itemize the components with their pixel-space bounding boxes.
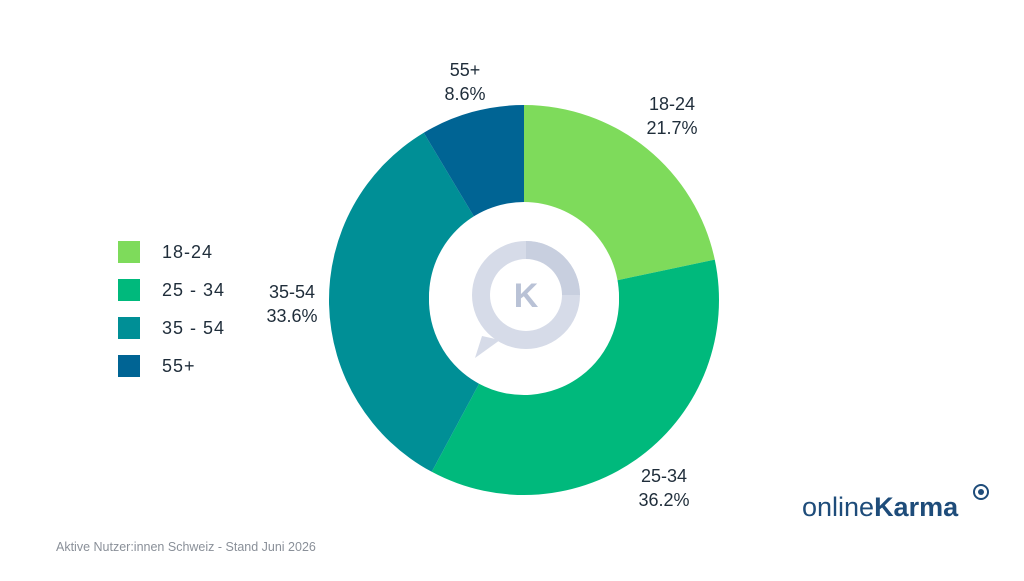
legend-swatch-25-34	[118, 279, 140, 301]
slice-value-label: 21.7%	[646, 118, 697, 138]
svg-text:K: K	[514, 277, 539, 315]
slice-category-label: 25-34	[641, 466, 687, 486]
slice-25-34	[431, 259, 720, 496]
chat-bubble-k-icon: K	[429, 202, 619, 392]
legend-label: 55+	[162, 355, 196, 376]
brand-suffix: Karma	[874, 492, 959, 522]
slice-value-label: 8.6%	[444, 84, 485, 104]
legend-item-35-54: 35 - 54	[118, 316, 225, 340]
legend-swatch-55-plus	[118, 355, 140, 377]
slice-category-label: 18-24	[649, 94, 695, 114]
legend-item-55-plus: 55+	[118, 354, 225, 378]
legend-item-18-24: 18-24	[118, 240, 225, 264]
slice-55-plus	[423, 105, 524, 219]
brand-dot-icon	[973, 484, 989, 500]
slice-35-54	[329, 132, 480, 472]
slice-category-label: 55+	[450, 60, 481, 80]
donut-slices	[329, 105, 720, 496]
slice-value-label: 36.2%	[638, 490, 689, 510]
brand-logo: onlineKarma	[802, 492, 958, 523]
brand-prefix: online	[802, 492, 875, 522]
legend-label: 35 - 54	[162, 317, 226, 338]
legend: 18-24 25 - 34 35 - 54 55+	[118, 240, 225, 378]
legend-swatch-35-54	[118, 317, 140, 339]
slice-18-24	[524, 105, 715, 281]
legend-item-25-34: 25 - 34	[118, 278, 225, 302]
slice-labels: 18-24 21.7% 25-34 36.2% 35-54 33.6% 55+ 8.6%	[266, 60, 697, 510]
legend-label: 25 - 34	[162, 279, 226, 300]
slice-category-label: 35-54	[269, 282, 315, 302]
legend-swatch-18-24	[118, 241, 140, 263]
slice-value-label: 33.6%	[266, 306, 317, 326]
footnote: Aktive Nutzer:innen Schweiz - Stand Juni…	[56, 540, 316, 554]
legend-label: 18-24	[162, 241, 214, 262]
